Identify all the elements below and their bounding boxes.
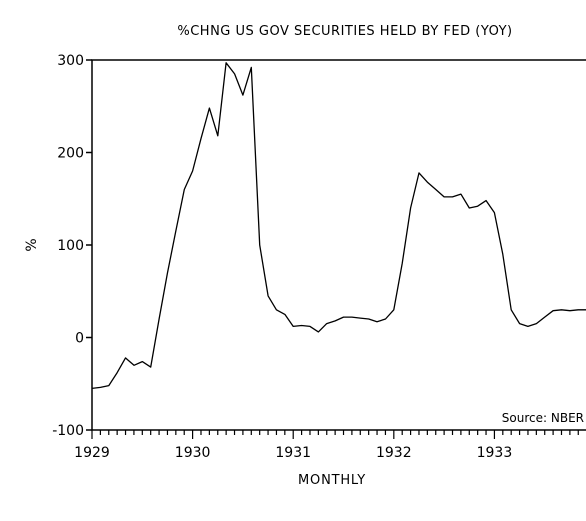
y-tick-label: 0: [75, 331, 84, 347]
x-tick-label: 1931: [275, 445, 311, 461]
chart-title: %CHNG US GOV SECURITIES HELD BY FED (YOY…: [177, 24, 512, 39]
plot-frame: [91, 59, 586, 431]
series-line: [91, 62, 586, 390]
y-tick-label: -100: [52, 423, 84, 439]
y-axis: 300 200 100 0 -100: [52, 53, 92, 439]
x-tick-label: 1932: [376, 445, 412, 461]
source-annotation: Source: NBER: [502, 411, 584, 425]
y-tick-label: 200: [57, 146, 84, 162]
y-tick-label: 100: [57, 238, 84, 254]
x-tick-label: 1933: [477, 445, 513, 461]
y-tick-label: 300: [57, 53, 84, 69]
x-axis-label: MONTHLY: [298, 473, 366, 488]
x-tick-label: 1929: [74, 445, 110, 461]
x-axis: 1929 1930 1931 1932 1933: [74, 430, 579, 461]
x-tick-label: 1930: [175, 445, 211, 461]
y-axis-label: %: [24, 238, 40, 251]
